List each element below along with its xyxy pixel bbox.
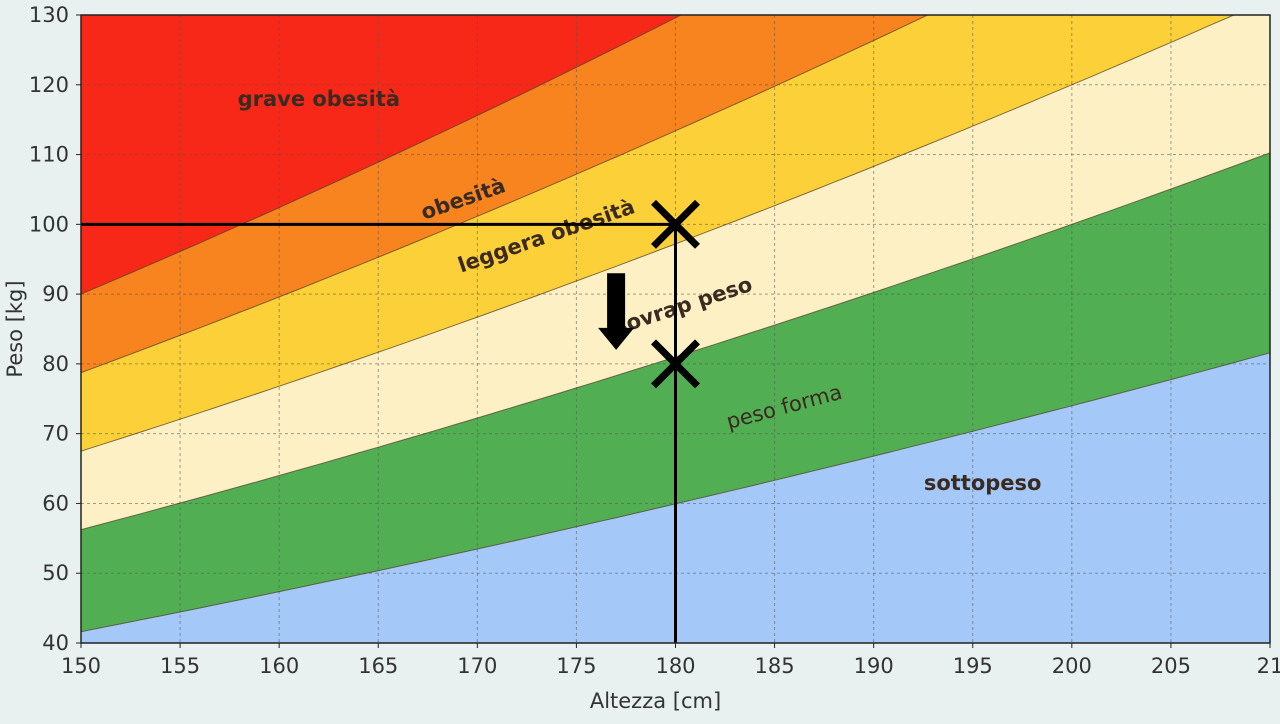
x-tick-label: 160 — [259, 654, 299, 678]
band-obesit- — [81, 15, 928, 373]
x-axis-label: Altezza [cm] — [590, 689, 721, 713]
x-tick-label: 21 — [1257, 654, 1280, 678]
y-tick-label: 120 — [29, 73, 69, 97]
y-tick-label: 100 — [29, 212, 69, 236]
y-tick-label: 110 — [29, 143, 69, 167]
x-marker — [651, 199, 700, 249]
band-sottopeso — [81, 352, 1270, 643]
x-tick-label: 150 — [61, 654, 101, 678]
x-tick-label: 185 — [755, 654, 795, 678]
x-tick-label: 205 — [1151, 654, 1191, 678]
band-label: sottopeso — [924, 471, 1042, 495]
x-tick-label: 180 — [655, 654, 695, 678]
band-boundary — [81, 15, 929, 374]
y-tick-label: 60 — [42, 491, 69, 515]
band-leggera-obesit- — [81, 15, 1234, 452]
x-tick-label: 200 — [1052, 654, 1092, 678]
band-label: grave obesità — [238, 87, 400, 111]
x-marker — [651, 339, 700, 389]
y-tick-label: 50 — [42, 561, 69, 585]
y-tick-label: 70 — [42, 422, 69, 446]
x-marker-stroke — [651, 199, 700, 249]
x-tick-label: 165 — [358, 654, 398, 678]
y-tick-label: 130 — [29, 3, 69, 27]
y-tick-label: 80 — [42, 352, 69, 376]
y-axis-label: Peso [kg] — [3, 280, 27, 377]
x-tick-label: 175 — [556, 654, 596, 678]
x-tick-label: 195 — [953, 654, 993, 678]
y-tick-label: 40 — [42, 631, 69, 655]
x-tick-label: 170 — [457, 654, 497, 678]
down-arrow-icon — [598, 273, 635, 350]
x-tick-label: 190 — [854, 654, 894, 678]
band-boundary — [81, 15, 683, 295]
y-tick-label: 90 — [42, 282, 69, 306]
x-tick-label: 155 — [160, 654, 200, 678]
x-marker-stroke — [651, 339, 700, 389]
